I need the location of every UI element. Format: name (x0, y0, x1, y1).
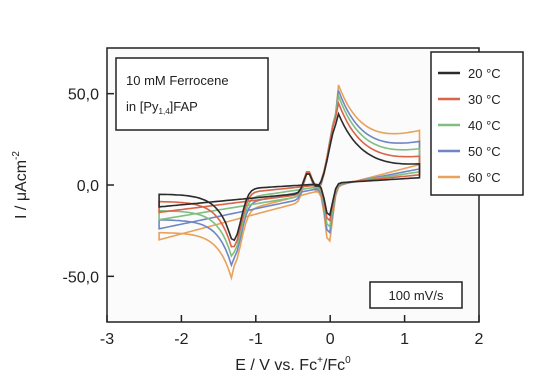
annotation-box (115, 57, 269, 131)
annotation-line-1: 10 mM Ferrocene (126, 73, 229, 88)
cv-curve (158, 111, 421, 242)
legend (430, 51, 524, 196)
x-tick-label: -3 (100, 331, 114, 348)
x-tick-label: 2 (475, 331, 484, 348)
scan-rate-box (369, 281, 463, 309)
x-tick-label: 0 (326, 331, 335, 348)
x-tick-label: 1 (400, 331, 409, 348)
legend-label: 30 °C (468, 92, 501, 107)
legend-label: 50 °C (468, 144, 501, 159)
y-axis: -50,0 0,0 50,0 (63, 87, 114, 286)
x-tick-label: -2 (174, 331, 188, 348)
y-axis-label: I / μAcm-2 (11, 151, 30, 219)
y-tick-label: -50,0 (63, 269, 100, 286)
y-tick-label: 0,0 (77, 178, 99, 195)
legend-label: 20 °C (468, 66, 501, 81)
x-axis: -3 -2 -1 0 1 2 (100, 315, 484, 348)
legend-label: 60 °C (468, 170, 501, 185)
cv-curves (158, 84, 421, 281)
x-tick-label: -1 (249, 331, 263, 348)
x-axis-label: E / V vs. Fc+/Fc0 (235, 355, 351, 374)
y-tick-label: 50,0 (68, 87, 99, 104)
annotation-line-2: in [Py1,4]FAP (126, 99, 198, 116)
scan-rate-label: 100 mV/s (389, 288, 444, 303)
legend-items: 20 °C 30 °C 40 °C 50 °C 60 °C (438, 66, 501, 185)
legend-label: 40 °C (468, 118, 501, 133)
